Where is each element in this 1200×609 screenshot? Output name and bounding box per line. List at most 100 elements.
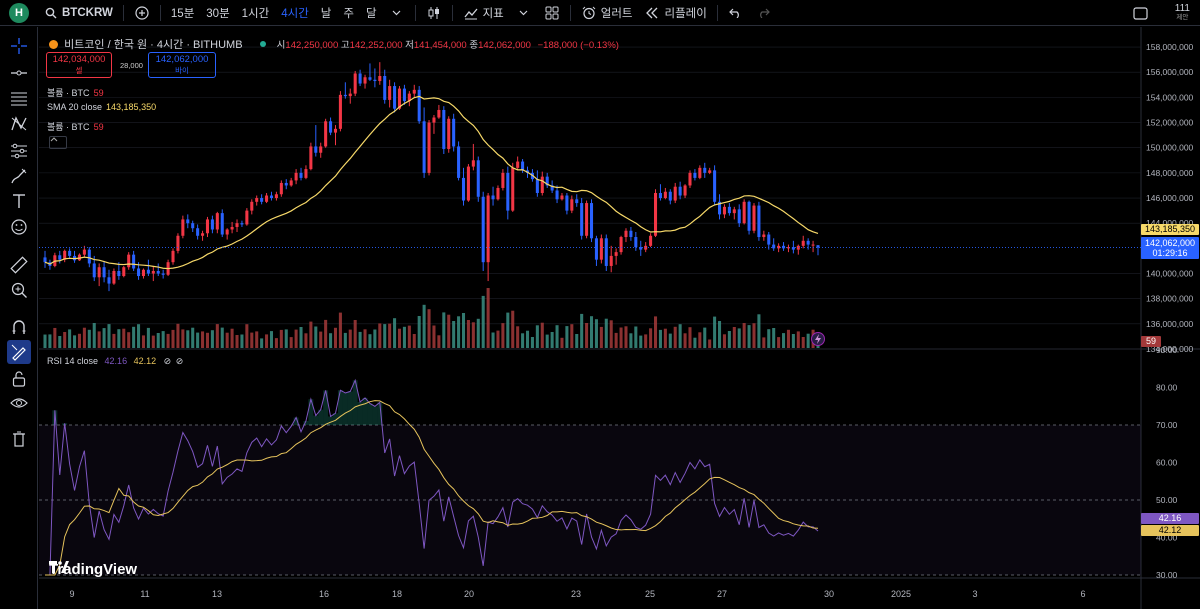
symbol-search-button[interactable]: BTCKRW	[37, 0, 119, 26]
interval-day[interactable]: 날	[320, 7, 332, 20]
volume-bar	[284, 329, 288, 348]
fib-tool[interactable]	[7, 86, 31, 110]
interval-month[interactable]: 달	[365, 7, 377, 20]
volume-bar	[378, 323, 382, 348]
volume-bar	[97, 331, 101, 348]
buy-label: 바이	[175, 66, 189, 75]
price-tick-label: 138,000,000	[1146, 294, 1194, 304]
rsi-legend[interactable]: RSI 14 close 42.16 42.12 ⊘ ⊘	[47, 356, 183, 367]
candle-body	[752, 205, 756, 231]
volume-bar	[442, 312, 446, 348]
pattern-tool[interactable]	[7, 112, 31, 136]
volume-bar	[791, 334, 795, 348]
interval-week[interactable]: 주	[343, 7, 354, 20]
user-avatar[interactable]: H	[9, 2, 29, 23]
volume-bar	[663, 328, 667, 348]
magnet-tool[interactable]	[7, 315, 31, 339]
chart-canvas[interactable]: 158,000,000 156,000,000 154,000,000 152,000…	[39, 27, 1200, 609]
candle-body	[156, 271, 160, 274]
candle-body	[560, 195, 564, 200]
volume-bar	[127, 332, 131, 348]
candle-body	[516, 161, 520, 168]
zoom-tool[interactable]	[7, 278, 31, 302]
volume-bar	[589, 316, 594, 348]
volume-bar	[673, 326, 677, 348]
crosshair-icon	[11, 38, 27, 54]
symbol-legend[interactable]: 비트코인 / 한국 원 · 4시간 · BITHUMB 시142,250,000…	[49, 36, 619, 52]
chart-type-button[interactable]	[420, 0, 448, 26]
undo-button[interactable]	[722, 0, 750, 26]
brush-tool[interactable]	[7, 164, 31, 188]
candle-body	[545, 176, 549, 186]
volume-bar	[348, 329, 352, 348]
rsi-tick-label: 80.00	[1156, 383, 1178, 393]
zoom-in-icon	[11, 282, 27, 298]
volume-legend-2[interactable]: 볼륨 · BTC 59	[47, 120, 104, 133]
layouts-button[interactable]	[538, 0, 566, 26]
volume-bar	[87, 329, 91, 348]
volume-bar	[191, 327, 195, 348]
rsi-overbought-fill	[362, 397, 368, 425]
notification-badge[interactable]: 111 제안	[1155, 4, 1200, 22]
candle-body	[496, 187, 500, 200]
volume-bar	[265, 334, 269, 348]
volume-bar	[757, 314, 761, 348]
collapse-legend-button[interactable]	[49, 136, 67, 149]
volume-bar	[560, 337, 564, 348]
volume-bar	[58, 336, 62, 348]
interval-1h[interactable]: 1시간	[241, 7, 270, 20]
indicators-button[interactable]: 지표	[457, 0, 510, 26]
sell-button[interactable]: 142,034,000 셀	[46, 52, 112, 78]
sma-line	[44, 95, 819, 270]
volume-bar	[289, 337, 293, 348]
sma-legend[interactable]: SMA 20 close 143,185,350	[47, 102, 156, 112]
interval-4h[interactable]: 4시간	[281, 7, 309, 20]
emoji-tool[interactable]	[7, 215, 31, 239]
stay-in-drawing-mode-tool[interactable]	[7, 340, 31, 364]
interval-15m[interactable]: 15분	[170, 7, 195, 20]
volume-legend-1[interactable]: 볼륨 · BTC 59	[47, 86, 104, 99]
replay-button[interactable]: 리플레이	[638, 0, 712, 26]
fullscreen-button[interactable]	[1127, 0, 1155, 26]
text-tool[interactable]	[7, 189, 31, 213]
rsi-line	[45, 378, 819, 576]
interval-dropdown[interactable]	[383, 0, 411, 26]
compare-symbol-button[interactable]	[128, 0, 156, 26]
indicators-label: 지표	[482, 7, 504, 20]
sliders-icon	[11, 143, 27, 159]
hide-drawings-tool[interactable]	[7, 391, 31, 415]
volume-bar	[452, 321, 456, 348]
divider	[122, 4, 124, 21]
lock-tool[interactable]	[7, 367, 31, 391]
eye-off-icon[interactable]: ⊘	[163, 356, 172, 366]
candle-body	[343, 94, 347, 97]
trend-line-tool[interactable]	[7, 61, 31, 85]
candle-body	[181, 219, 185, 236]
replay-label: 리플레이	[664, 7, 707, 20]
plus-circle-icon	[134, 5, 150, 21]
candle-body	[619, 237, 623, 253]
candle-body	[442, 109, 446, 149]
volume-bar	[555, 325, 559, 348]
candle-body	[594, 238, 598, 260]
interval-30m[interactable]: 30분	[206, 7, 230, 20]
volume-bar	[629, 333, 633, 348]
candle-body	[811, 244, 815, 246]
chart-area[interactable]: 158,000,000 156,000,000 154,000,000 152,000…	[39, 27, 1200, 609]
candle-body	[737, 209, 741, 224]
notification-count: 111	[1174, 3, 1190, 14]
redo-button[interactable]	[750, 0, 778, 26]
eye-off-icon[interactable]: ⊘	[175, 356, 184, 366]
time-tick-label: 3	[972, 589, 977, 599]
ruler-tool[interactable]	[7, 253, 31, 277]
forecast-tool[interactable]	[7, 138, 31, 162]
alert-button[interactable]: 얼러트	[575, 0, 639, 26]
candle-body	[540, 176, 544, 193]
crosshair-tool[interactable]	[7, 34, 31, 58]
volume-bar	[644, 334, 648, 348]
buy-button[interactable]: 142,062,000 바이	[148, 52, 216, 78]
indicators-dropdown[interactable]	[510, 0, 538, 26]
candle-body	[437, 109, 441, 118]
remove-drawings-tool[interactable]	[7, 427, 31, 451]
volume-bar	[737, 328, 741, 348]
